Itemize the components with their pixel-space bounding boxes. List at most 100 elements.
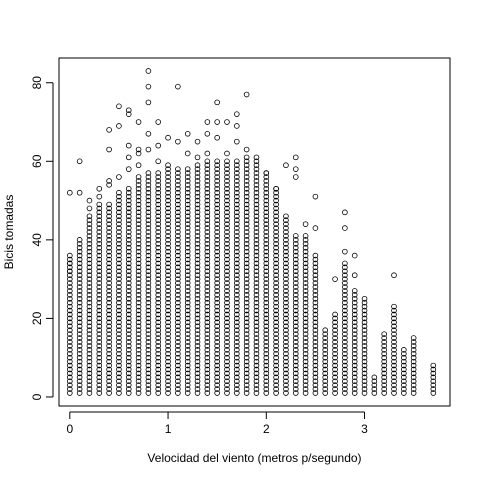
data-point xyxy=(342,264,348,271)
data-point xyxy=(214,209,220,216)
data-point xyxy=(401,358,407,365)
data-point xyxy=(302,268,309,275)
data-point xyxy=(234,225,240,231)
data-point xyxy=(135,370,142,377)
data-point xyxy=(135,182,142,188)
data-point xyxy=(96,276,103,282)
data-point xyxy=(391,374,397,381)
data-point xyxy=(155,244,162,251)
data-point xyxy=(312,327,319,333)
data-point xyxy=(224,284,230,290)
data-point xyxy=(76,292,83,298)
data-point xyxy=(175,323,181,330)
data-point xyxy=(125,209,132,216)
data-point xyxy=(204,264,211,271)
data-point xyxy=(204,217,211,224)
data-point xyxy=(204,174,211,180)
data-point xyxy=(155,256,162,263)
data-point xyxy=(135,323,142,330)
data-point xyxy=(194,209,201,216)
data-point xyxy=(224,382,230,388)
data-point xyxy=(342,390,348,396)
data-point xyxy=(430,362,437,369)
data-point xyxy=(135,339,142,345)
data-point xyxy=(106,260,112,267)
data-point xyxy=(76,331,83,337)
data-point xyxy=(214,205,220,212)
data-point xyxy=(165,292,171,298)
data-point xyxy=(312,307,319,314)
data-point xyxy=(312,323,319,330)
data-point xyxy=(224,280,230,286)
data-point xyxy=(155,178,162,184)
data-point xyxy=(204,229,211,235)
data-point xyxy=(86,331,93,337)
data-point xyxy=(125,331,132,337)
data-point xyxy=(155,331,162,337)
data-point xyxy=(253,170,260,176)
data-point xyxy=(224,233,230,239)
data-point xyxy=(234,197,240,204)
data-point xyxy=(155,170,162,176)
data-point xyxy=(184,201,191,208)
data-point xyxy=(214,315,220,322)
data-point xyxy=(145,240,152,247)
data-point xyxy=(194,335,201,341)
data-point xyxy=(125,343,132,349)
data-point xyxy=(106,248,112,255)
data-point xyxy=(214,185,220,192)
data-point xyxy=(125,205,132,212)
data-point xyxy=(175,303,181,310)
y-tick-label: 20 xyxy=(30,311,44,325)
data-point xyxy=(175,288,181,294)
data-point xyxy=(67,378,73,385)
data-point xyxy=(67,327,73,333)
data-point xyxy=(243,166,250,172)
data-point xyxy=(243,288,250,294)
data-point xyxy=(391,386,397,392)
data-point xyxy=(243,378,250,385)
data-point xyxy=(175,189,181,196)
data-point xyxy=(342,339,348,345)
data-point xyxy=(273,260,279,267)
data-point xyxy=(194,331,201,337)
data-point xyxy=(204,244,211,251)
data-point xyxy=(234,315,240,322)
data-point xyxy=(125,201,132,208)
data-point xyxy=(224,189,230,196)
data-point xyxy=(86,307,93,314)
data-point xyxy=(361,390,368,396)
data-point xyxy=(184,150,191,157)
data-point xyxy=(224,358,230,365)
data-point xyxy=(76,323,83,330)
data-point xyxy=(361,335,368,341)
data-point xyxy=(204,292,211,298)
data-point xyxy=(263,303,270,310)
data-point xyxy=(283,315,289,322)
data-point xyxy=(145,280,152,286)
data-point xyxy=(106,347,112,353)
data-point xyxy=(292,256,299,263)
data-point xyxy=(204,197,211,204)
data-point xyxy=(194,138,201,145)
data-point xyxy=(86,229,93,235)
data-point xyxy=(234,343,240,349)
data-point xyxy=(234,354,240,361)
data-point xyxy=(224,339,230,345)
data-point xyxy=(135,213,142,220)
data-point xyxy=(263,170,270,176)
data-point xyxy=(125,295,132,302)
data-point xyxy=(155,197,162,204)
data-point xyxy=(283,264,289,271)
data-point xyxy=(371,382,378,388)
data-point xyxy=(125,213,132,220)
data-point xyxy=(292,288,299,294)
data-point xyxy=(135,299,142,306)
data-point xyxy=(214,295,220,302)
data-point xyxy=(214,252,220,259)
data-point xyxy=(322,370,329,377)
data-point xyxy=(125,366,132,373)
data-point xyxy=(184,378,191,385)
data-point xyxy=(430,386,437,392)
